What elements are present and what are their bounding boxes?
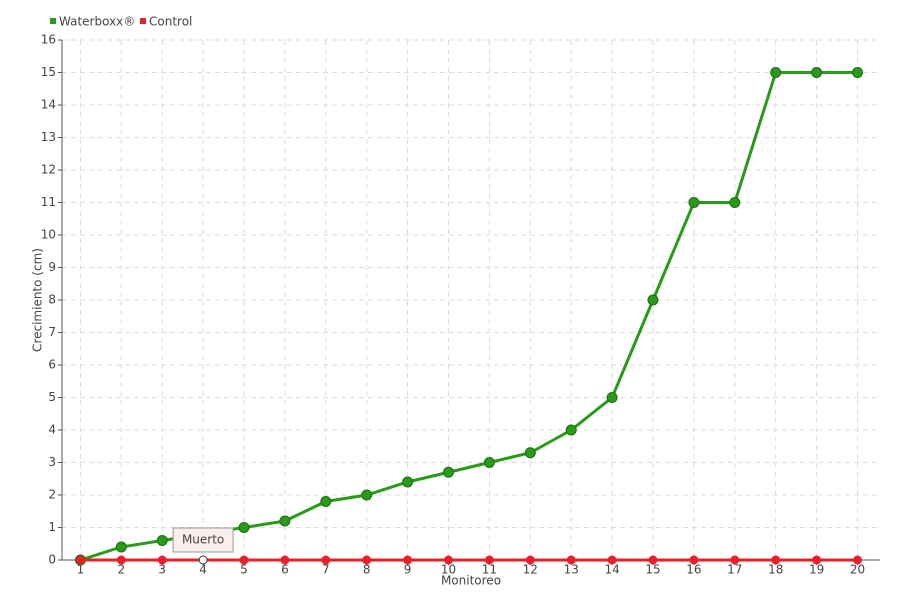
- x-tick-label: 19: [809, 563, 824, 577]
- y-tick-label: 4: [48, 423, 56, 437]
- y-tick-label: 15: [41, 65, 56, 79]
- data-point: [320, 496, 332, 507]
- y-tick-label: 5: [48, 390, 56, 404]
- x-tick-label: 14: [604, 563, 619, 577]
- x-tick-label: 8: [363, 563, 371, 577]
- x-tick-label: 20: [850, 563, 865, 577]
- y-axis-label: Crecimiento (cm): [31, 248, 45, 352]
- data-point: [729, 197, 741, 208]
- data-point: [812, 555, 822, 565]
- x-tick-label: 3: [158, 563, 166, 577]
- x-tick-label: 9: [404, 563, 412, 577]
- data-point: [75, 555, 85, 565]
- y-tick-label: 11: [41, 195, 56, 209]
- x-tick-label: 11: [482, 563, 497, 577]
- y-tick-label: 10: [41, 228, 56, 242]
- data-point: [607, 555, 617, 565]
- y-tick-label: 6: [48, 358, 56, 372]
- data-point: [524, 447, 536, 459]
- x-tick-label: 4: [199, 563, 207, 577]
- data-point: [403, 555, 413, 565]
- x-tick-label: 15: [645, 563, 660, 577]
- data-point: [771, 555, 781, 565]
- x-tick-label: 18: [768, 563, 783, 577]
- legend-label: Waterboxx®: [59, 15, 135, 29]
- x-tick-label: 13: [564, 563, 579, 577]
- data-point: [279, 515, 291, 527]
- y-tick-label: 2: [48, 488, 56, 502]
- data-point: [647, 294, 659, 306]
- data-point: [565, 424, 577, 436]
- data-point: [362, 555, 372, 565]
- data-point: [157, 555, 167, 565]
- data-point: [238, 522, 250, 533]
- data-point: [525, 555, 535, 565]
- y-tick-label: 1: [48, 520, 56, 534]
- x-tick-label: 6: [281, 563, 289, 577]
- x-tick-label: 7: [322, 563, 330, 577]
- y-tick-label: 0: [48, 553, 56, 567]
- series-line: [79, 71, 858, 562]
- data-point: [483, 457, 495, 468]
- y-tick-label: 12: [41, 163, 56, 177]
- data-point: [648, 555, 658, 565]
- y-tick-label: 7: [48, 325, 56, 339]
- data-point: [688, 197, 700, 208]
- data-point: [811, 67, 823, 78]
- data-point: [402, 476, 414, 488]
- annotation: Muerto: [182, 533, 224, 547]
- x-tick-label: 5: [240, 563, 248, 577]
- y-tick-label: 3: [48, 455, 56, 469]
- data-point: [852, 67, 864, 78]
- annotation-box: [172, 527, 234, 553]
- data-point: [770, 67, 782, 78]
- data-point: [606, 392, 618, 403]
- y-tick-label: 16: [41, 33, 56, 47]
- x-tick-label: 2: [117, 563, 125, 577]
- y-tick-label: 8: [48, 293, 56, 307]
- legend-swatch: [50, 18, 56, 24]
- data-point: [443, 466, 455, 478]
- x-tick-label: 17: [727, 563, 742, 577]
- data-point: [198, 555, 208, 565]
- data-point: [689, 555, 699, 565]
- data-point: [156, 535, 168, 546]
- y-tick-label: 13: [41, 130, 56, 144]
- x-tick-label: 1: [77, 563, 85, 577]
- x-tick-label: 16: [686, 563, 701, 577]
- y-tick-label: 14: [41, 98, 56, 112]
- data-point: [116, 555, 126, 565]
- data-point: [444, 555, 454, 565]
- x-axis-label: Monitoreo: [441, 574, 501, 588]
- y-tick-label: 9: [48, 260, 56, 274]
- data-point: [239, 555, 249, 565]
- legend-label: Control: [149, 15, 192, 29]
- data-point: [321, 555, 331, 565]
- data-point: [853, 555, 863, 565]
- x-tick-label: 12: [523, 563, 538, 577]
- legend-swatch: [140, 18, 146, 24]
- data-point: [566, 555, 576, 565]
- data-point: [361, 489, 373, 501]
- data-point: [115, 541, 127, 553]
- x-tick-label: 10: [441, 563, 456, 577]
- data-point: [730, 555, 740, 565]
- data-point: [484, 555, 494, 565]
- data-point: [280, 555, 290, 565]
